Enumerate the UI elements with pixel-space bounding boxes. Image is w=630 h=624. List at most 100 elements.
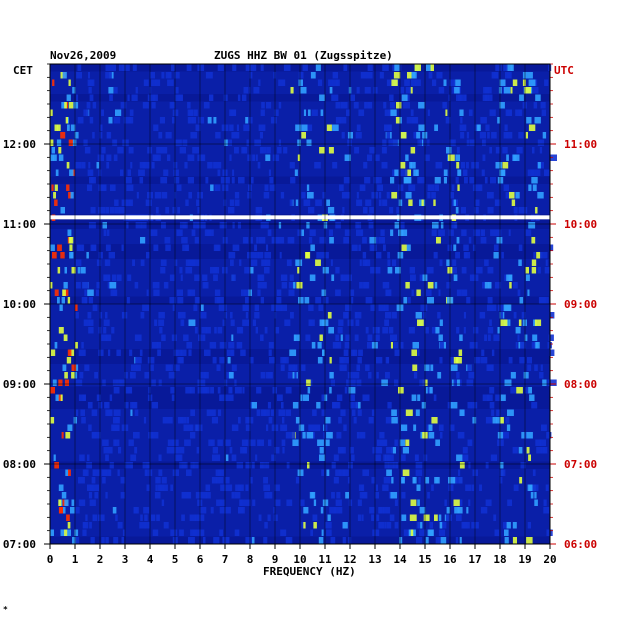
spectral-cell xyxy=(505,192,509,199)
spectral-cell xyxy=(217,64,224,71)
spectral-cell xyxy=(541,424,547,431)
spectral-cell xyxy=(458,469,461,476)
spectral-cell xyxy=(278,222,282,229)
spectral-cell xyxy=(339,364,343,371)
spectral-cell xyxy=(328,147,334,154)
spectral-cell xyxy=(288,289,295,296)
spectral-cell xyxy=(187,154,195,161)
spectral-cell xyxy=(371,507,375,514)
spectral-cell xyxy=(418,124,425,131)
spectral-cell xyxy=(113,154,118,161)
spectral-cell xyxy=(484,87,492,94)
spectral-cell xyxy=(528,124,536,131)
spectral-cell xyxy=(425,477,430,484)
spectral-cell xyxy=(236,462,244,469)
spectral-cell xyxy=(394,222,400,229)
spectral-cell xyxy=(72,87,76,94)
spectral-cell xyxy=(264,267,270,274)
spectral-cell xyxy=(89,94,94,101)
spectral-cell xyxy=(375,267,381,274)
spectral-cell xyxy=(426,267,434,274)
spectral-cell xyxy=(319,447,324,454)
spectral-cell xyxy=(133,507,138,514)
spectral-cell xyxy=(401,424,408,431)
spectral-cell xyxy=(238,507,245,514)
spectral-cell xyxy=(60,394,63,401)
spectral-cell xyxy=(480,237,487,244)
spectral-cell xyxy=(126,184,134,191)
spectral-cell xyxy=(335,117,342,124)
spectral-cell xyxy=(310,72,316,79)
spectral-cell xyxy=(212,409,216,416)
spectral-cell xyxy=(190,132,198,139)
spectral-cell xyxy=(126,199,129,206)
spectral-cell xyxy=(479,132,486,139)
spectral-cell xyxy=(135,357,142,364)
spectral-cell xyxy=(330,379,335,386)
spectral-cell xyxy=(230,259,234,266)
spectral-cell xyxy=(111,327,115,334)
spectral-cell xyxy=(65,469,69,476)
spectral-cell xyxy=(329,357,332,364)
spectral-cell xyxy=(152,529,159,536)
spectral-cell xyxy=(290,87,294,94)
spectral-cell xyxy=(187,177,194,184)
spectral-cell xyxy=(391,409,397,416)
x-tick-label: 12 xyxy=(343,553,356,566)
spectral-cell xyxy=(521,432,526,439)
spectral-cell xyxy=(88,72,90,79)
spectral-cell xyxy=(229,109,237,116)
spectral-cell xyxy=(359,432,362,439)
y-tick-label-cet: 11:00 xyxy=(3,218,36,231)
spectral-cell xyxy=(74,372,78,379)
spectral-cell xyxy=(295,477,300,484)
spectral-cell xyxy=(257,282,264,289)
spectral-cell xyxy=(435,439,440,446)
spectral-cell xyxy=(53,192,56,199)
spectral-cell xyxy=(50,282,53,289)
spectral-cell xyxy=(178,312,181,319)
spectral-cell xyxy=(413,424,417,431)
spectral-cell xyxy=(83,319,91,326)
spectral-cell xyxy=(54,342,58,349)
spectral-cell xyxy=(520,462,526,469)
spectral-cell xyxy=(244,237,248,244)
spectral-cell xyxy=(368,222,374,229)
spectral-cell xyxy=(320,507,324,514)
spectral-cell xyxy=(75,537,80,544)
spectral-cell xyxy=(305,252,311,259)
spectral-cell xyxy=(443,177,447,184)
spectral-cell xyxy=(464,94,467,101)
spectral-cell xyxy=(289,349,297,356)
spectral-cell xyxy=(480,117,487,124)
spectral-cell xyxy=(450,364,458,371)
spectral-cell xyxy=(351,349,355,356)
spectral-cell xyxy=(500,417,504,424)
spectral-cell xyxy=(157,349,161,356)
spectral-cell xyxy=(527,522,531,529)
spectral-cell xyxy=(389,514,395,521)
spectral-cell xyxy=(127,199,131,206)
spectral-cell xyxy=(376,514,380,521)
spectral-cell xyxy=(165,364,172,371)
spectral-cell xyxy=(105,469,112,476)
spectral-cell xyxy=(176,447,181,454)
spectral-cell xyxy=(265,372,273,379)
spectral-cell xyxy=(72,139,77,146)
spectral-cell xyxy=(267,402,271,409)
spectral-cell xyxy=(527,357,532,364)
spectral-cell xyxy=(155,79,161,86)
spectral-cell xyxy=(226,349,234,356)
spectral-cell xyxy=(194,274,200,281)
spectral-cell xyxy=(290,177,296,184)
spectral-cell xyxy=(391,192,398,199)
spectral-cell xyxy=(250,267,254,274)
spectral-cell xyxy=(385,417,391,424)
spectral-cell xyxy=(242,447,246,454)
spectral-cell xyxy=(397,252,404,259)
spectral-cell xyxy=(406,94,410,101)
spectral-cell xyxy=(185,387,192,394)
spectral-cell xyxy=(513,207,518,214)
spectral-cell xyxy=(434,124,438,131)
spectral-cell xyxy=(75,379,83,386)
